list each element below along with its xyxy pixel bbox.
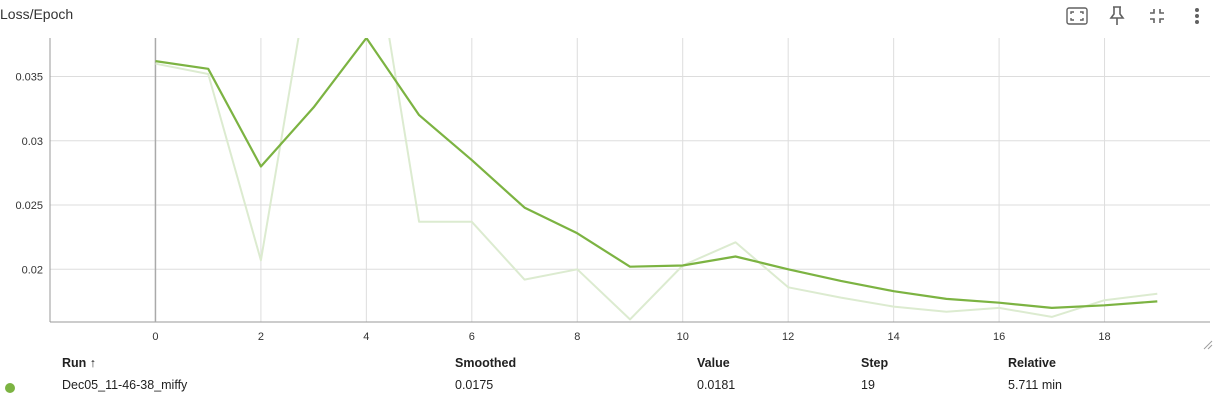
more-options-button[interactable] bbox=[1183, 2, 1211, 30]
relative-time: 5.711 min bbox=[1008, 378, 1062, 392]
value-column-header[interactable]: Value bbox=[697, 356, 730, 370]
loss-epoch-chart[interactable]: 0 2 4 6 8 10 12 14 16 18 0.02 0.025 0.03 0.035 bbox=[0, 30, 1219, 342]
pin-icon bbox=[1109, 6, 1125, 25]
x-tick-label: 12 bbox=[782, 331, 794, 342]
fit-domain-button[interactable] bbox=[1063, 2, 1091, 30]
collapse-icon bbox=[1150, 9, 1164, 23]
raw-value: 0.0181 bbox=[697, 378, 736, 392]
step-column-header[interactable]: Step bbox=[861, 356, 889, 370]
run-name: Dec05_11-46-38_miffy bbox=[62, 378, 188, 392]
series-layer bbox=[155, 38, 1158, 321]
pin-button[interactable] bbox=[1103, 2, 1131, 30]
runs-table: Run ↑ Smoothed Value Step Relative Dec05… bbox=[0, 352, 1219, 396]
y-tick-label: 0.025 bbox=[15, 200, 43, 212]
x-tick-label: 0 bbox=[152, 331, 158, 342]
x-tick-label: 14 bbox=[888, 331, 900, 342]
y-tick-label: 0.03 bbox=[22, 136, 43, 148]
x-tick-label: 2 bbox=[258, 331, 264, 342]
fit-domain-icon bbox=[1066, 7, 1088, 25]
relative-column-header[interactable]: Relative bbox=[1008, 356, 1056, 370]
resize-handle-icon[interactable] bbox=[1203, 340, 1213, 350]
chart-axes bbox=[49, 38, 1210, 323]
x-tick-label: 8 bbox=[574, 331, 580, 342]
run-color-dot bbox=[5, 383, 15, 393]
x-tick-label: 18 bbox=[1098, 331, 1110, 342]
chart-title: Loss/Epoch bbox=[0, 6, 74, 22]
collapse-button[interactable] bbox=[1143, 2, 1171, 30]
x-tick-label: 16 bbox=[993, 331, 1005, 342]
x-tick-label: 4 bbox=[363, 331, 369, 342]
x-tick-label: 6 bbox=[469, 331, 475, 342]
smoothed-series-line bbox=[155, 38, 1158, 309]
run-column-header[interactable]: Run ↑ bbox=[62, 356, 97, 370]
smoothed-value: 0.0175 bbox=[455, 378, 494, 392]
raw-series-line bbox=[155, 38, 1158, 321]
chart-grid bbox=[50, 38, 1210, 322]
chart-toolbar bbox=[1063, 2, 1211, 30]
y-tick-label: 0.02 bbox=[22, 264, 43, 276]
tick-labels: 0 2 4 6 8 10 12 14 16 18 0.02 0.025 0.03 0.035 bbox=[15, 72, 1110, 342]
smoothed-column-header[interactable]: Smoothed bbox=[455, 356, 517, 370]
x-tick-label: 10 bbox=[677, 331, 689, 342]
y-tick-label: 0.035 bbox=[15, 72, 43, 84]
table-header-row: Run ↑ Smoothed Value Step Relative bbox=[0, 352, 1219, 374]
step-value: 19 bbox=[861, 378, 875, 392]
table-row: Dec05_11-46-38_miffy 0.0175 0.0181 19 5.… bbox=[0, 374, 1219, 396]
more-vert-icon bbox=[1195, 8, 1199, 24]
